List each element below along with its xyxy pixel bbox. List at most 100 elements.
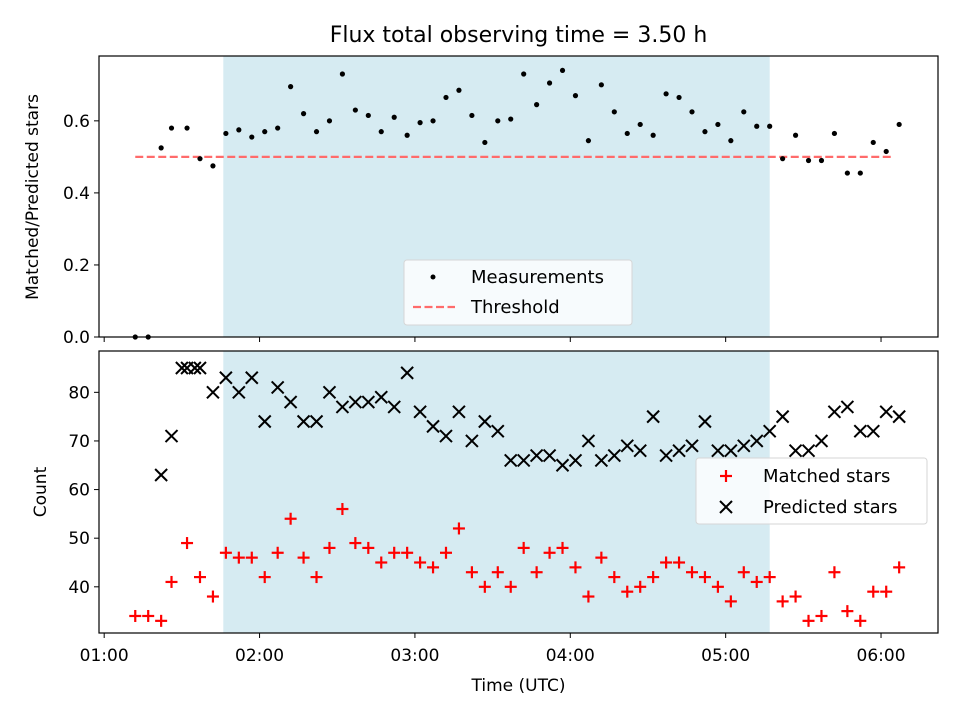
predicted-stars-point <box>452 405 466 419</box>
x-tick-label: 03:00 <box>390 646 439 666</box>
measurement-point <box>495 118 501 124</box>
predicted-stars-point <box>400 366 414 380</box>
measurement-point <box>249 134 255 140</box>
matched-stars-point <box>556 541 569 554</box>
top-y-ticks: 0.0 0.2 0.4 0.6 <box>63 112 99 348</box>
chart-title: Flux total observing time = 3.50 h <box>330 23 708 48</box>
matched-stars-point <box>452 522 465 535</box>
measurement-point <box>184 125 190 131</box>
measurement-point <box>767 123 773 129</box>
predicted-stars-legend-marker <box>719 500 733 514</box>
predicted-stars-point <box>465 434 479 448</box>
matched-stars-point <box>491 566 504 579</box>
measurements-legend-marker <box>430 274 436 280</box>
x-tick-label: 01:00 <box>80 646 129 666</box>
predicted-stars-point <box>801 443 816 458</box>
matched-stars-point <box>271 546 284 559</box>
measurement-point <box>404 132 410 138</box>
predicted-stars-point <box>491 424 505 438</box>
matched-stars-point <box>219 546 232 559</box>
predicted-stars-point <box>478 414 492 429</box>
predicted-stars-point <box>154 468 168 482</box>
matched-stars-point <box>893 561 906 574</box>
measurement-point <box>365 112 371 119</box>
predicted-stars-point <box>309 414 324 429</box>
measurement-point <box>805 157 812 164</box>
measurement-point <box>168 125 175 131</box>
matched-stars-point <box>828 566 841 579</box>
measurement-point <box>546 80 553 86</box>
predicted-stars-point <box>322 385 337 400</box>
predicted-stars-point <box>581 434 596 448</box>
matched-stars-point <box>750 575 763 588</box>
measurement-point <box>391 114 397 120</box>
predicted-stars-point <box>788 443 803 458</box>
bottom-y-tick-label: 60 <box>68 481 90 501</box>
predicted-stars-point <box>555 458 570 472</box>
measurement-point <box>275 125 281 131</box>
predicted-stars-point <box>672 443 686 458</box>
predicted-stars-point <box>840 400 855 414</box>
x-tick-label: 02:00 <box>235 646 284 666</box>
matched-stars-point <box>297 551 310 564</box>
measurement-point <box>288 84 294 90</box>
matched-stars-point <box>582 590 595 603</box>
measurement-point <box>469 112 475 119</box>
measurement-point <box>158 145 164 151</box>
matched-stars-point <box>595 551 608 564</box>
predicted-stars-point <box>737 439 751 453</box>
matched-stars-point <box>530 566 543 579</box>
matched-stars-point <box>608 571 621 584</box>
predicted-stars-point <box>685 439 699 453</box>
top-axes-frame <box>98 55 939 338</box>
measurement-point <box>598 82 604 88</box>
predicted-stars-point <box>164 429 179 443</box>
predicted-stars-point <box>698 414 712 429</box>
matched-stars-point <box>129 609 142 622</box>
predicted-stars-point <box>413 405 427 419</box>
matched-stars-point <box>673 556 686 569</box>
matched-stars-point <box>336 503 349 516</box>
predicted-stars-point <box>775 409 790 424</box>
bottom-legend: Matched stars Predicted stars <box>695 457 928 525</box>
matched-stars-legend-marker <box>720 470 732 482</box>
predicted-stars-point <box>258 414 272 429</box>
predicted-stars-point <box>188 361 202 375</box>
measurement-point <box>870 139 876 146</box>
matched-stars-point <box>181 537 194 550</box>
measurement-point <box>262 129 268 135</box>
measurement-point <box>326 118 333 124</box>
measurement-point <box>378 129 384 135</box>
matched-stars-point <box>737 566 750 579</box>
matched-stars-point <box>634 580 647 593</box>
matched-stars-point <box>763 571 776 584</box>
threshold-legend-label: Threshold <box>470 297 560 318</box>
predicted-stars-point <box>568 453 583 468</box>
matched-stars-point <box>724 595 737 608</box>
measurement-point <box>585 138 592 144</box>
measurements-legend-label: Measurements <box>471 267 604 288</box>
measurement-point <box>572 93 579 99</box>
measurement-point <box>792 132 799 138</box>
predicted-stars-point <box>232 385 246 400</box>
matched-stars-point <box>362 541 375 554</box>
measurement-point <box>689 109 695 115</box>
measurement-point <box>637 121 643 128</box>
matched-stars-point <box>543 546 556 559</box>
matched-stars-point <box>621 585 634 598</box>
matched-stars-point <box>465 566 478 579</box>
matched-stars-point <box>414 556 427 569</box>
top-legend-box <box>403 259 633 326</box>
bottom-panel: 01:00 02:00 03:00 04:00 05:00 06:00 40 50 60 70 8… <box>31 350 939 696</box>
top-panel: 0.0 0.2 0.4 0.6 Matched/Predicted stars Mea… <box>23 55 939 348</box>
measurement-point <box>534 102 540 108</box>
matched-stars-point <box>427 561 440 574</box>
matched-stars-point <box>401 546 414 559</box>
predicted-stars-point <box>646 409 660 424</box>
matched-stars-point <box>478 580 491 593</box>
predicted-stars-point <box>426 419 440 434</box>
predicted-stars-point <box>827 405 842 419</box>
measurement-point <box>741 109 747 115</box>
measurement-point <box>223 130 229 137</box>
matched-stars-point <box>647 571 660 584</box>
